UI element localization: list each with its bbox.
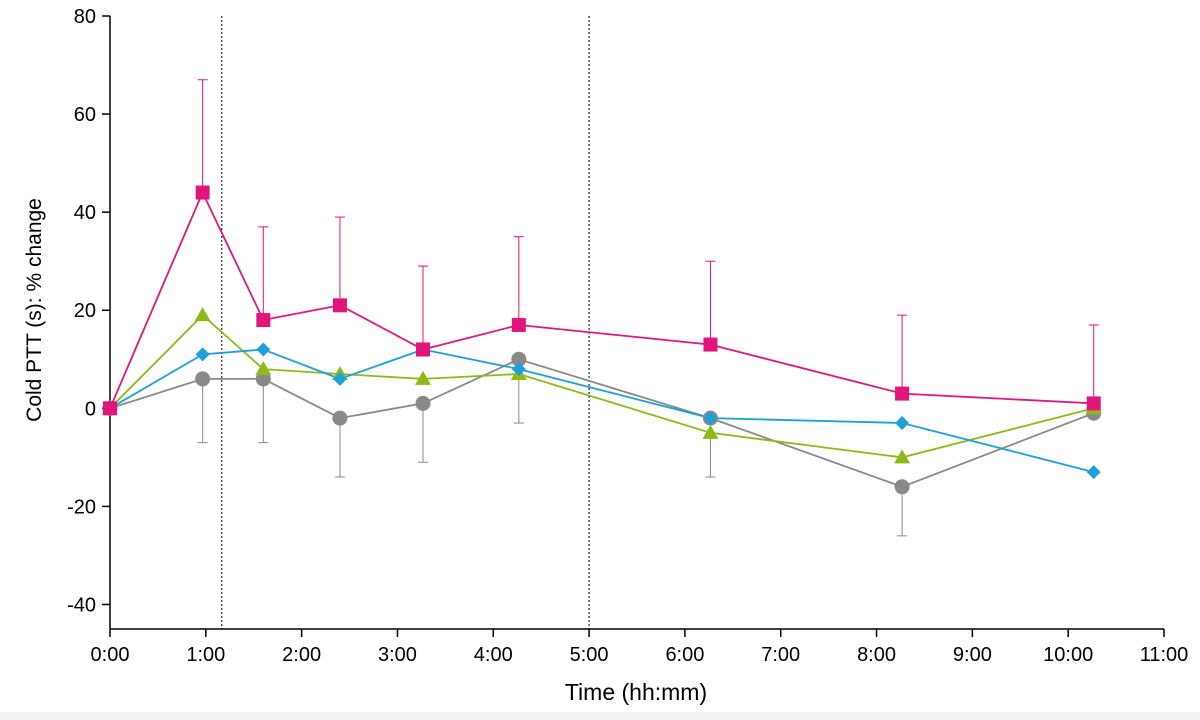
magenta-square-point-2 (256, 313, 271, 328)
y-tick-label-2: 40 (74, 202, 96, 224)
blue-diamond-point-8 (1086, 465, 1101, 480)
green-triangle-point-2 (255, 361, 272, 376)
series-markers (102, 185, 1102, 495)
magenta-square-point-6 (703, 337, 718, 352)
blue-diamond-point-5 (511, 362, 526, 377)
series-lines (109, 190, 1095, 488)
reference-lines (221, 16, 590, 629)
green-triangle-point-6 (702, 424, 719, 439)
blue-diamond-point-6 (703, 411, 718, 426)
grey-circle-point-5 (511, 351, 527, 367)
blue-diamond-point-2 (256, 342, 271, 357)
magenta-square-point-5 (511, 317, 526, 332)
bottom-band (0, 712, 1200, 720)
blue-diamond-point-1 (195, 347, 210, 362)
grey-circle-point-4 (415, 395, 431, 411)
y-tick-label-6: -40 (67, 594, 96, 616)
green-triangle-line (109, 313, 1094, 459)
y-tick-label-5: -20 (67, 496, 96, 518)
y-tick-label-1: 60 (74, 104, 96, 126)
y-tick-label-0: 80 (74, 6, 96, 28)
y-axis-label: Cold PTT (s): % change (23, 198, 46, 422)
x-tick-label-9: 9:00 (953, 644, 992, 666)
x-tick-label-7: 7:00 (761, 644, 800, 666)
x-tick-label-2: 2:00 (282, 644, 321, 666)
axes (109, 16, 1164, 630)
magenta-square-point-0 (103, 401, 117, 416)
y-tick-label-3: 20 (74, 300, 96, 322)
x-tick-label-8: 8:00 (857, 644, 896, 666)
blue-diamond-point-3 (332, 371, 347, 386)
x-axis-ticks: 0:00 1:00 2:00 3:00 4:00 5:00 6:00 7:00 8:00 9:00… (91, 629, 1189, 666)
x-tick-label-5: 5:00 (570, 644, 609, 666)
grey-circle-point-7 (894, 479, 910, 495)
green-triangle-point-4 (415, 370, 432, 385)
x-tick-label-3: 3:00 (378, 644, 417, 666)
x-tick-label-4: 4:00 (474, 644, 513, 666)
grey-circle-point-2 (255, 371, 271, 387)
green-triangle-point-1 (194, 307, 211, 322)
blue-diamond-line (109, 348, 1094, 473)
grey-circle-point-1 (195, 371, 211, 387)
blue-diamond-point-7 (895, 416, 910, 431)
x-tick-label-6: 6:00 (665, 644, 704, 666)
x-tick-label-10: 10:00 (1043, 644, 1093, 666)
y-axis-ticks: 80 60 40 20 0 -20 -40 (67, 6, 110, 616)
grey-circle-point-3 (332, 410, 348, 426)
y-tick-label-4: 0 (85, 398, 96, 420)
magenta-square-point-3 (332, 298, 347, 313)
x-tick-label-0: 0:00 (91, 644, 130, 666)
green-triangle-point-7 (894, 449, 911, 464)
magenta-square-point-8 (1086, 396, 1101, 411)
magenta-square-point-1 (195, 185, 210, 200)
x-tick-label-11: 11:00 (1140, 644, 1189, 666)
magenta-square-point-4 (416, 342, 431, 357)
magenta-square-point-7 (895, 386, 910, 401)
x-axis-label: Time (hh:mm) (565, 679, 707, 705)
x-tick-label-1: 1:00 (186, 644, 225, 666)
error-bars (197, 79, 1099, 537)
